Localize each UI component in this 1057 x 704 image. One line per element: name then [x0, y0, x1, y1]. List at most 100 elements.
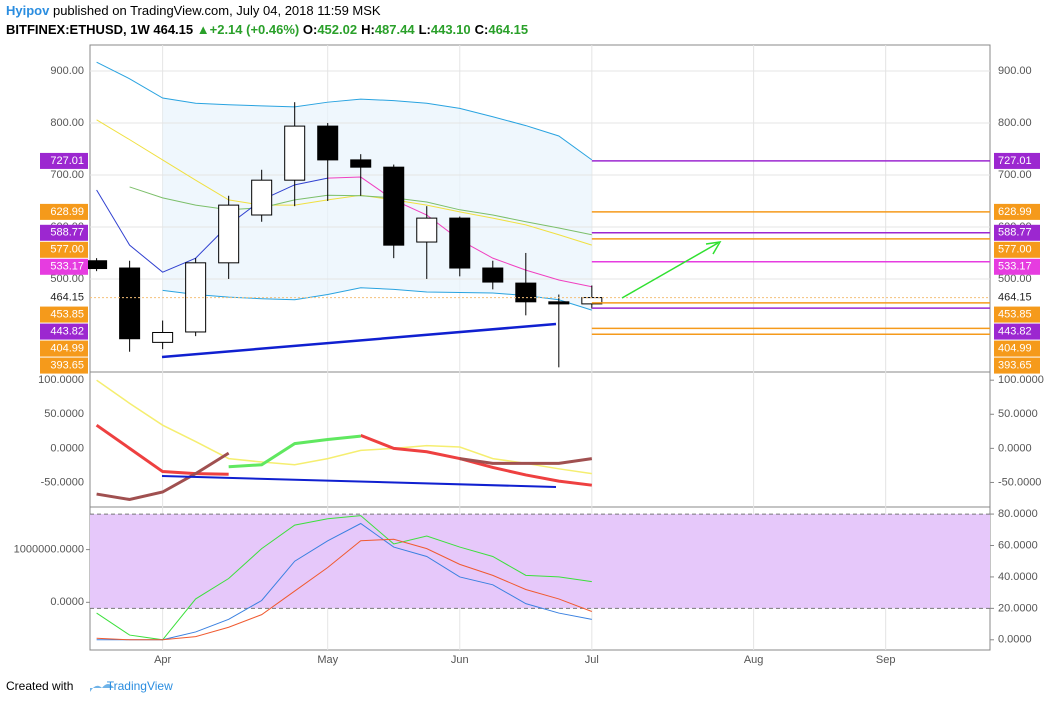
level-box	[40, 224, 88, 241]
footer: Created with TradingView	[6, 679, 173, 693]
frame	[89, 44, 991, 651]
series-line	[96, 515, 592, 641]
y-tick-label: -50.0000	[41, 476, 84, 488]
x-tick-label: Sep	[876, 654, 896, 666]
level-box	[40, 258, 88, 275]
level-label: 464.15	[50, 291, 84, 303]
series-line	[96, 61, 593, 161]
ohlc-value: 452.02	[317, 22, 358, 37]
level-label: 533.17	[998, 261, 1032, 273]
symbol: BITFINEX:ETHUSD, 1W	[6, 22, 150, 37]
y2-tick-label: 1000000.0000	[14, 544, 84, 556]
y-tick-label: -50.0000	[998, 476, 1041, 488]
y-tick-label: 900.00	[998, 65, 1032, 77]
level-label: 404.99	[998, 342, 1032, 354]
x-tick-label: Jul	[585, 654, 599, 666]
author[interactable]: Hyipov	[6, 3, 50, 18]
level-box	[994, 306, 1040, 323]
series-line	[96, 177, 328, 273]
y-tick-label: 50.0000	[998, 408, 1038, 420]
level-label: 727.01	[998, 155, 1032, 167]
level-label: 577.00	[998, 244, 1032, 256]
level-box	[40, 357, 88, 374]
level-box	[40, 152, 88, 169]
series-line	[96, 379, 592, 475]
level-box	[994, 224, 1040, 241]
y-tick-label: 600.00	[50, 221, 84, 233]
series-line	[162, 287, 592, 311]
y-tick-label: 500.00	[998, 273, 1032, 285]
candle-body	[383, 166, 405, 246]
series-line	[129, 186, 592, 236]
x-tick-label: Aug	[744, 654, 764, 666]
arrow-head	[705, 241, 722, 255]
trend-line	[161, 322, 557, 359]
y-tick-label: 800.00	[50, 117, 84, 129]
y-tick-label: 0.0000	[998, 442, 1032, 454]
y-tick-label: 700.00	[50, 169, 84, 181]
y2-tick-label: 0.0000	[50, 596, 84, 608]
candle-body	[416, 217, 438, 243]
candle-body	[482, 267, 504, 283]
candle-body	[515, 282, 537, 303]
level-box	[40, 203, 88, 220]
series-line	[96, 522, 592, 641]
series-line	[228, 434, 361, 469]
y-tick-label: 500.00	[50, 273, 84, 285]
change: +2.14 (+0.46%)	[209, 22, 300, 37]
candle-body	[119, 267, 141, 340]
candle-body	[86, 260, 108, 270]
series-line	[96, 451, 230, 502]
level-label: 628.99	[50, 206, 84, 218]
y-tick-label: 900.00	[50, 65, 84, 77]
level-label: 628.99	[998, 206, 1032, 218]
candle-body	[548, 301, 570, 305]
arrow-line	[621, 242, 719, 299]
y-tick-label: 100.0000	[38, 374, 84, 386]
x-tick-label: Apr	[154, 654, 171, 666]
candle-body	[317, 125, 339, 161]
band-fill	[162, 98, 592, 311]
trend-line	[161, 475, 557, 488]
level-label: 588.77	[998, 227, 1032, 239]
level-label: 453.85	[50, 308, 84, 320]
y-tick-label: 800.00	[998, 117, 1032, 129]
arrow: ▲	[196, 22, 210, 37]
series-line	[96, 119, 592, 246]
band	[90, 514, 990, 609]
y-tick-label: 700.00	[998, 169, 1032, 181]
level-box	[994, 323, 1040, 340]
level-box	[994, 203, 1040, 220]
last: 464.15	[153, 22, 194, 37]
candle-body	[581, 297, 603, 305]
series-line	[96, 538, 593, 641]
level-box	[40, 306, 88, 323]
level-box	[40, 340, 88, 357]
level-box	[994, 357, 1040, 374]
x-tick-label: May	[317, 654, 338, 666]
level-box	[40, 241, 88, 258]
brand[interactable]: TradingView	[106, 679, 173, 693]
candle-body	[449, 217, 471, 269]
ohlc-key: O:	[302, 22, 318, 37]
candle-body	[251, 179, 273, 216]
ohlc-value: 487.44	[374, 22, 415, 37]
series-line	[327, 176, 592, 288]
level-label: 727.01	[50, 155, 84, 167]
published: published on TradingView.com, July 04, 2…	[52, 3, 381, 18]
y-tick-label: 100.0000	[998, 374, 1044, 386]
level-label: 577.00	[50, 244, 84, 256]
y-tick-label: 50.0000	[44, 408, 84, 420]
level-label: 393.65	[998, 359, 1032, 371]
candle-body	[284, 125, 306, 181]
candle-body	[218, 204, 240, 264]
level-label: 533.17	[50, 261, 84, 273]
y-tick-label: 20.0000	[998, 602, 1038, 614]
y-tick-label: 40.0000	[998, 571, 1038, 583]
series-line	[459, 457, 593, 465]
ohlc-key: H:	[361, 22, 375, 37]
y-tick-label: 80.0000	[998, 508, 1038, 520]
candle-body	[185, 262, 207, 333]
